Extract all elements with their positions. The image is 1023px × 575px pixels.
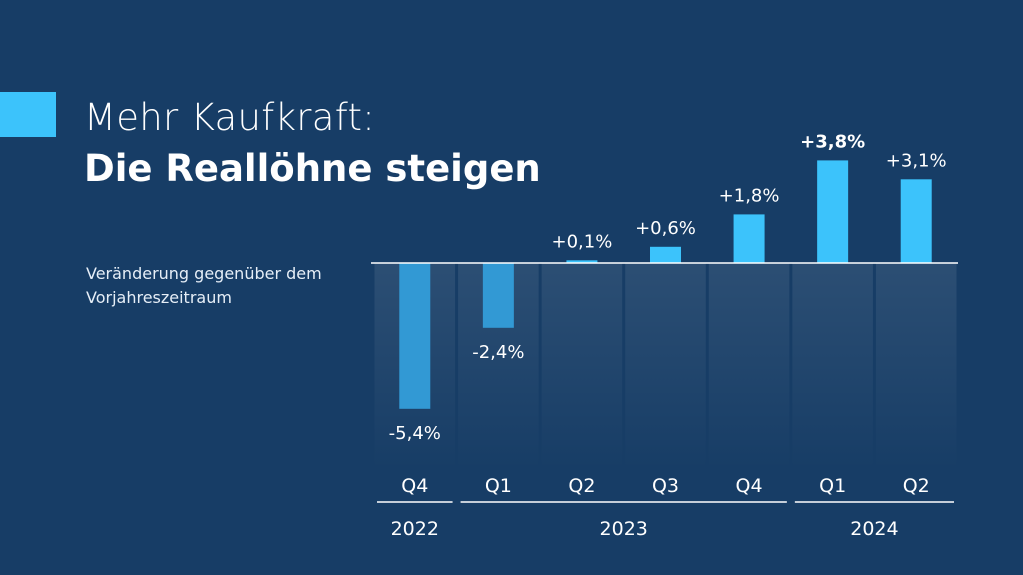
- bar-value-label: -5,4%: [389, 423, 441, 444]
- bar-value-label: +0,6%: [635, 218, 696, 239]
- bar-value-label: +3,1%: [886, 150, 947, 171]
- accent-square: [0, 92, 56, 137]
- x-tick-label: Q3: [652, 475, 679, 497]
- bar: [817, 160, 849, 263]
- column-background: [541, 263, 623, 470]
- bar: [566, 260, 598, 263]
- x-tick-label: Q4: [736, 475, 763, 497]
- bar: [482, 263, 514, 328]
- x-tick-label: Q4: [401, 475, 428, 497]
- bar-value-label: +0,1%: [552, 231, 613, 252]
- column-background: [625, 263, 706, 470]
- year-label: 2024: [850, 518, 898, 540]
- year-label: 2022: [391, 518, 439, 540]
- year-label: 2023: [600, 518, 648, 540]
- bar: [399, 263, 431, 409]
- bar-value-label: -2,4%: [472, 342, 524, 363]
- bar-value-label: +3,8%: [800, 131, 865, 152]
- bar-value-label: +1,8%: [719, 185, 780, 206]
- x-tick-label: Q2: [903, 475, 930, 497]
- x-tick-label: Q1: [819, 475, 846, 497]
- bar: [900, 179, 932, 263]
- title-line-1: Mehr Kaufkraft:: [84, 96, 376, 139]
- bar: [733, 214, 765, 263]
- title-line-2: Die Reallöhne steigen: [84, 147, 541, 190]
- subtitle: Veränderung gegenüber dem Vorjahreszeitr…: [86, 264, 322, 307]
- bar: [650, 246, 681, 263]
- x-tick-label: Q2: [568, 475, 595, 497]
- column-background: [708, 263, 790, 470]
- column-background: [792, 263, 873, 470]
- x-tick-label: Q1: [485, 475, 512, 497]
- column-background: [875, 263, 957, 470]
